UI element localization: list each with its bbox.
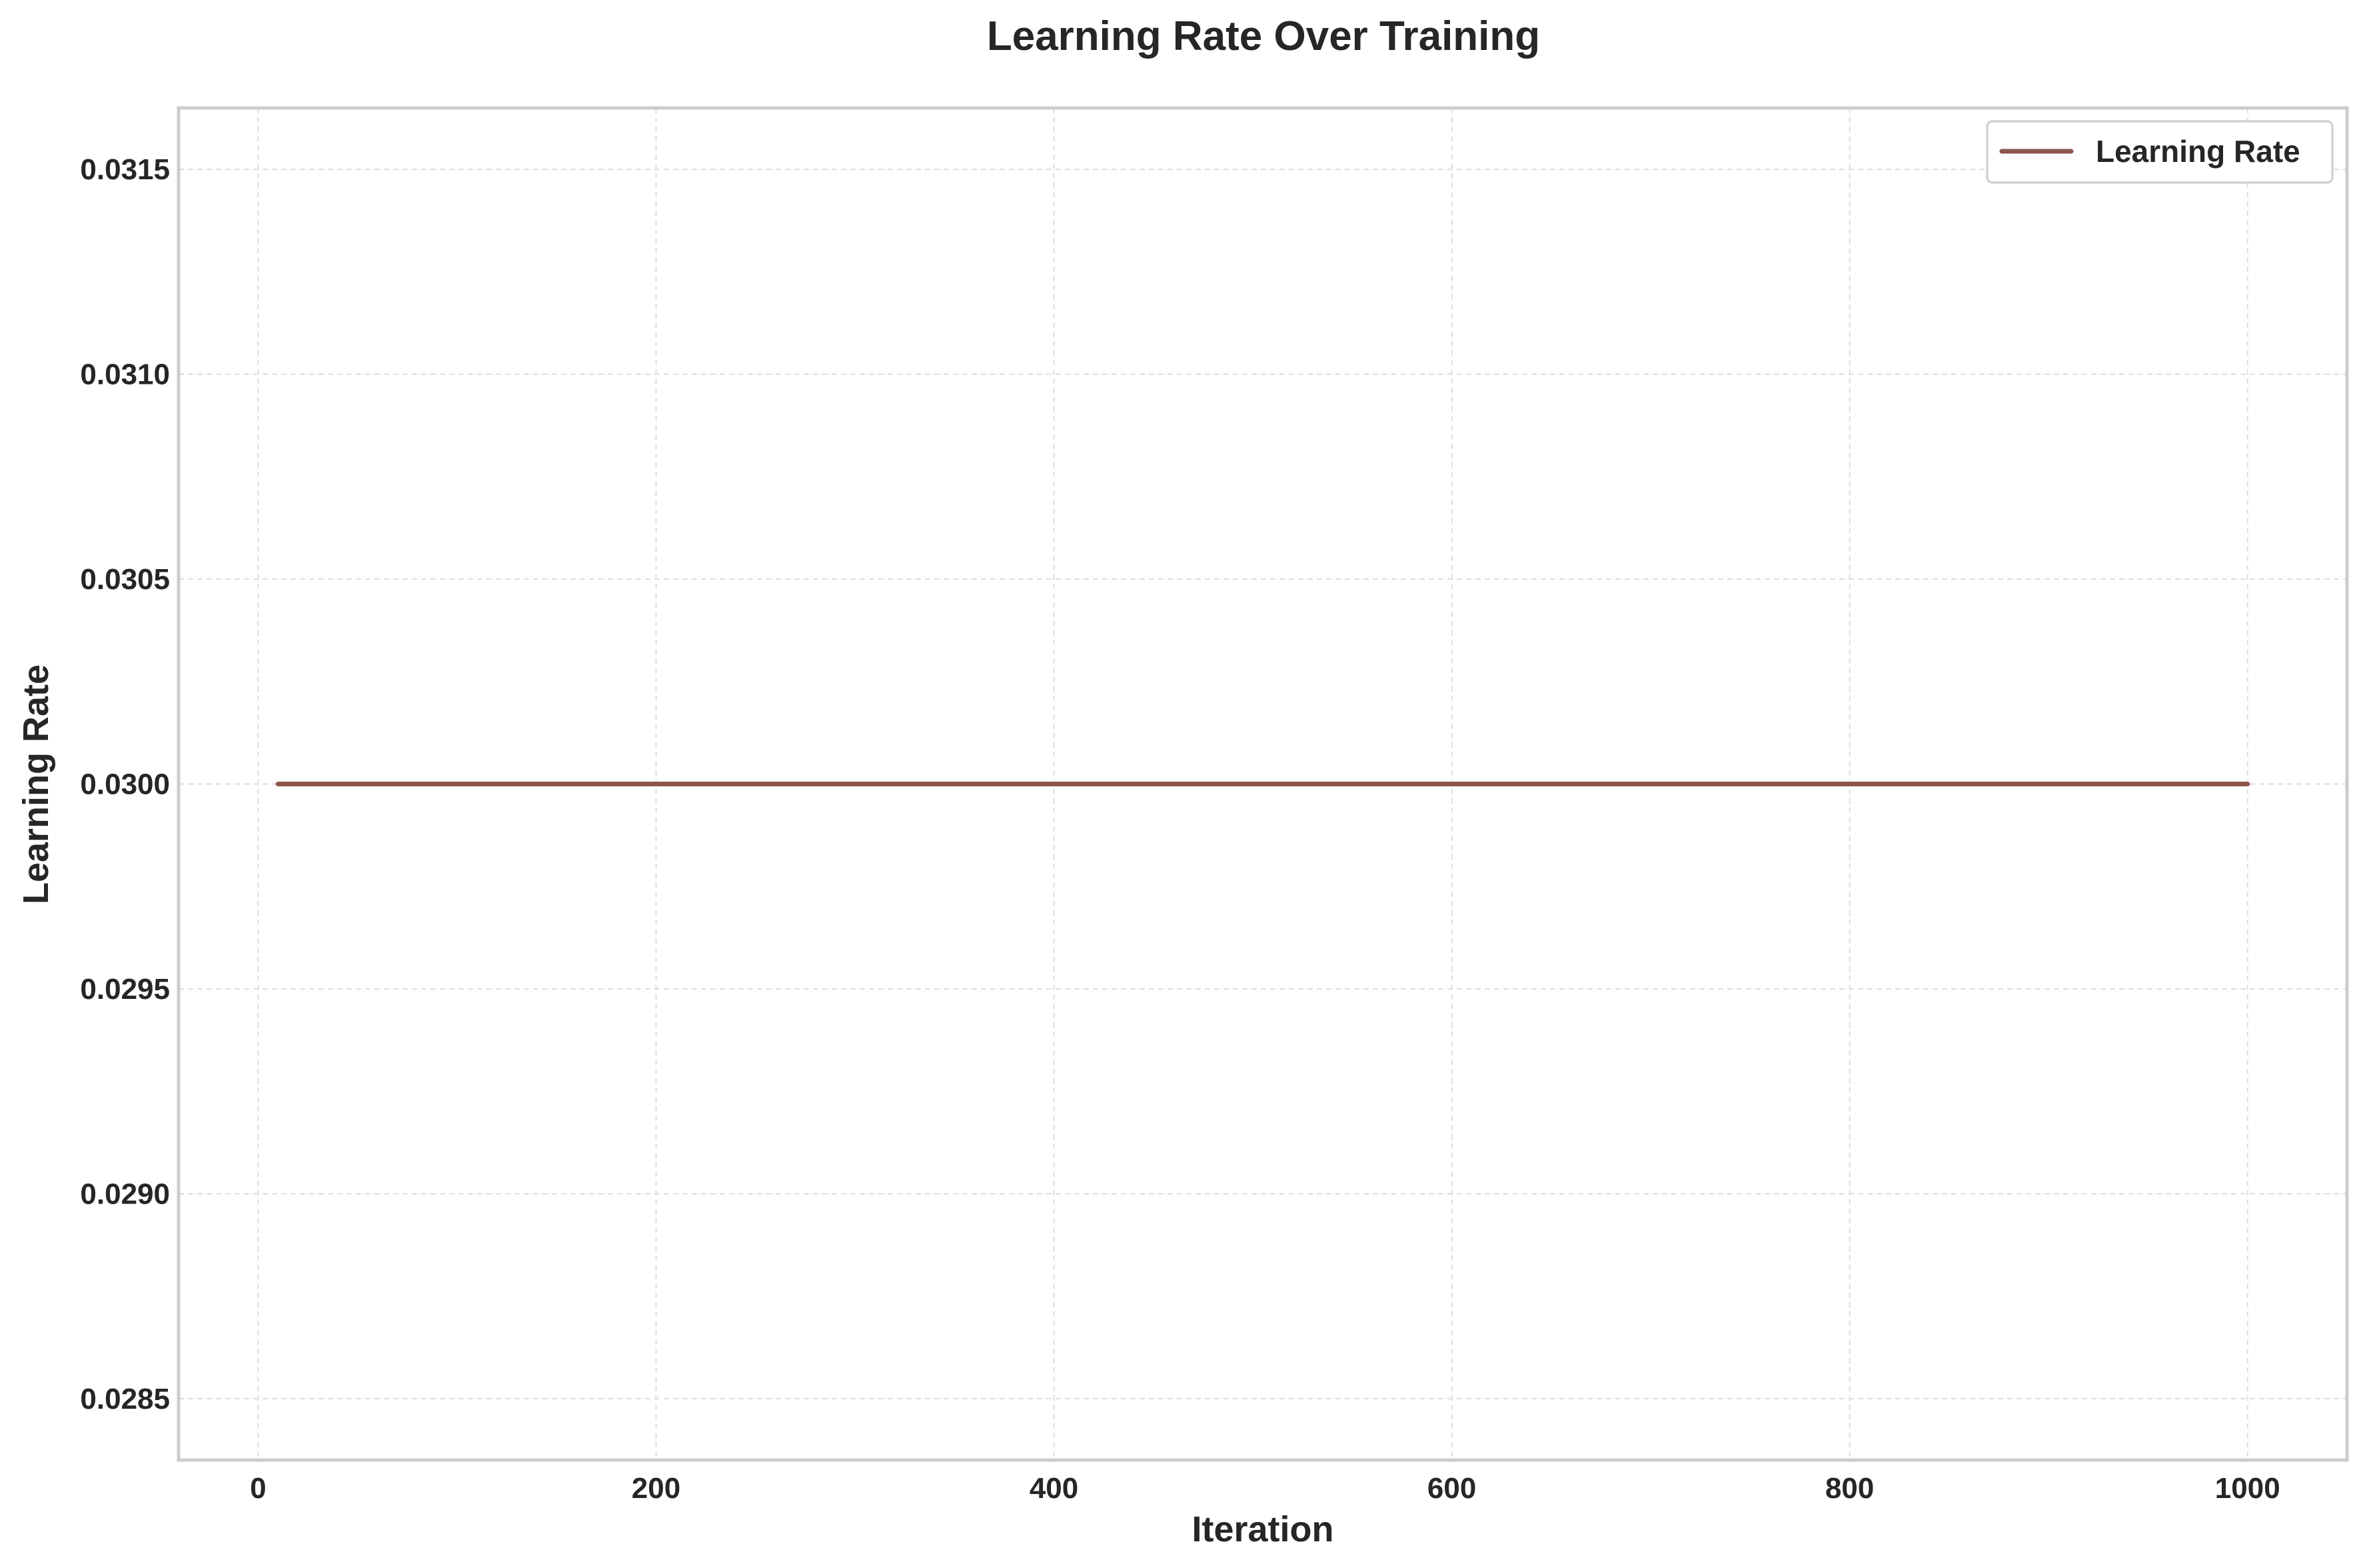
- x-tick-label: 200: [632, 1472, 680, 1505]
- x-tick-label: 0: [250, 1472, 266, 1505]
- y-tick-label: 0.0285: [80, 1383, 170, 1415]
- y-tick-label: 0.0290: [80, 1177, 170, 1210]
- x-tick-label: 400: [1030, 1472, 1078, 1505]
- x-tick-label: 800: [1825, 1472, 1874, 1505]
- plot-area-frame: [177, 106, 2349, 1462]
- y-axis-ticks: 0.0285 0.0290 0.0295 0.0300 0.0305 0.0310 0.03…: [80, 153, 170, 1415]
- x-tick-label: 600: [1427, 1472, 1476, 1505]
- y-tick-label: 0.0310: [80, 359, 170, 391]
- chart-title: Learning Rate Over Training: [987, 13, 1540, 59]
- y-tick-label: 0.0300: [80, 768, 170, 801]
- legend-box: [1986, 120, 2334, 184]
- x-tick-label: 1000: [2215, 1472, 2280, 1505]
- y-tick-label: 0.0305: [80, 563, 170, 596]
- x-axis-label: Iteration: [1191, 1509, 1333, 1549]
- y-tick-label: 0.0295: [80, 973, 170, 1006]
- legend: Learning Rate: [1986, 120, 2334, 184]
- legend-entry-learning-rate: Learning Rate: [2096, 134, 2300, 169]
- y-axis-label: Learning Rate: [16, 664, 56, 904]
- y-tick-label: 0.0315: [80, 153, 170, 186]
- x-axis-ticks: 0 200 400 600 800 1000: [250, 1472, 2280, 1505]
